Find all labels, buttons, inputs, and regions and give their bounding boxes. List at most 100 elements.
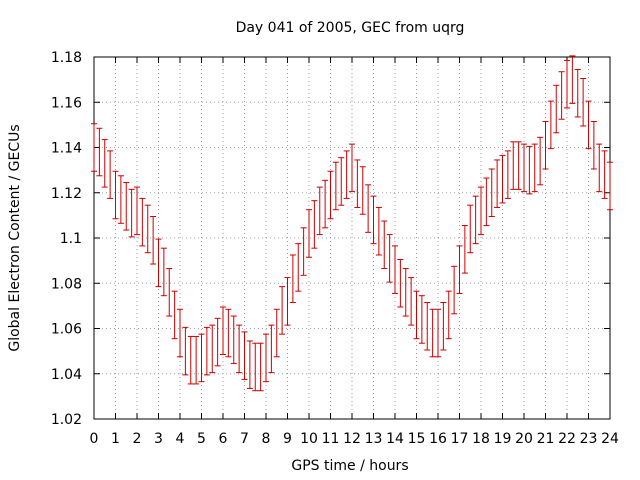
x-tick-labels: 0 1 2 3 4 5 6 7 8 9 10 11 12 13 14 15 16 17 18 19 20 21 22 23 24 (90, 431, 619, 447)
error-bar (607, 161, 613, 211)
error-bar (268, 324, 275, 374)
error-bar (483, 177, 490, 227)
error-bar (547, 100, 554, 150)
error-bar (504, 150, 511, 199)
x-tick-label: 10 (300, 431, 318, 447)
error-bar (91, 123, 97, 172)
x-tick-label: 19 (494, 431, 512, 447)
x-tick-label: 8 (262, 431, 271, 447)
error-bar (134, 186, 140, 236)
error-bar (112, 170, 119, 220)
error-bar (182, 326, 189, 376)
error-bar (327, 170, 334, 220)
error-bar (478, 186, 484, 236)
error-bar (429, 308, 436, 358)
error-bar (279, 286, 286, 335)
x-tick-label: 18 (472, 431, 490, 447)
error-bar (171, 290, 178, 340)
error-bar (284, 277, 291, 326)
error-bar (569, 55, 576, 104)
x-tick-label: 17 (451, 431, 469, 447)
error-bar (160, 247, 167, 297)
error-bar (531, 143, 538, 193)
error-bar (349, 143, 355, 193)
error-bar (177, 308, 183, 358)
y-tick-label: 1.16 (51, 95, 82, 111)
x-tick-label: 1 (111, 431, 120, 447)
error-bar (558, 71, 565, 120)
error-bar (257, 342, 264, 392)
error-bar (322, 179, 329, 229)
error-bar (537, 136, 544, 186)
error-bar (230, 315, 237, 365)
error-bar (252, 342, 259, 392)
error-bar (359, 166, 366, 215)
error-bar (397, 258, 404, 308)
error-bar (295, 243, 302, 292)
error-bar (316, 186, 323, 236)
error-bar (472, 195, 479, 245)
error-bar (96, 127, 103, 177)
error-bar (542, 120, 549, 170)
error-bar (241, 331, 248, 380)
error-bar (139, 197, 146, 247)
x-tick-label: 9 (283, 431, 292, 447)
y-tick-labels: 1.02 1.04 1.06 1.08 1.1 1.12 1.14 1.16 1.18 (51, 50, 82, 428)
error-bar (343, 150, 350, 199)
error-bar (311, 200, 318, 249)
y-tick-label: 1.1 (60, 231, 82, 247)
y-tick-label: 1.02 (51, 412, 82, 428)
x-tick-label: 11 (322, 431, 340, 447)
y-tick-label: 1.06 (51, 322, 82, 338)
error-bar (386, 234, 393, 283)
error-bar (338, 157, 345, 206)
error-bars (91, 55, 613, 392)
error-bar (418, 295, 425, 344)
error-bar (402, 268, 409, 317)
x-tick-label: 12 (343, 431, 361, 447)
error-bar (306, 209, 312, 258)
error-bar (408, 277, 415, 326)
error-bar (128, 188, 135, 238)
error-bar (381, 220, 388, 270)
error-bar (220, 306, 226, 356)
error-bar (601, 150, 608, 199)
x-tick-label: 5 (197, 431, 206, 447)
error-bar (461, 225, 468, 274)
y-tick-label: 1.08 (51, 276, 82, 292)
y-tick-label: 1.12 (51, 186, 82, 202)
error-bar (424, 301, 431, 351)
error-bar (300, 227, 307, 276)
x-tick-label: 22 (558, 431, 576, 447)
error-bar (445, 290, 452, 340)
error-bar (494, 159, 501, 208)
error-bar (354, 159, 361, 208)
x-tick-label: 24 (601, 431, 619, 447)
error-bar (144, 204, 151, 254)
error-bar (263, 333, 269, 383)
chart-title: Day 041 of 2005, GEC from uqrg (236, 20, 465, 36)
x-tick-label: 14 (386, 431, 404, 447)
error-bar (236, 324, 243, 374)
error-bar (155, 238, 162, 288)
tick-marks (93, 56, 611, 420)
error-bar (214, 317, 221, 367)
error-bar (370, 195, 377, 245)
error-bar (435, 308, 441, 358)
y-axis-label: Global Electron Content / GECUs (7, 124, 23, 351)
y-tick-label: 1.18 (51, 50, 82, 66)
x-tick-label: 23 (580, 431, 598, 447)
error-bar (375, 206, 382, 256)
error-bar (515, 141, 522, 190)
error-bar (193, 335, 200, 385)
x-tick-label: 13 (365, 431, 383, 447)
error-bar (521, 143, 527, 193)
error-bar (187, 335, 194, 385)
error-bar (209, 324, 216, 374)
y-tick-label: 1.14 (51, 141, 82, 157)
error-bar (225, 308, 232, 358)
x-tick-label: 20 (515, 431, 533, 447)
x-tick-label: 7 (240, 431, 249, 447)
